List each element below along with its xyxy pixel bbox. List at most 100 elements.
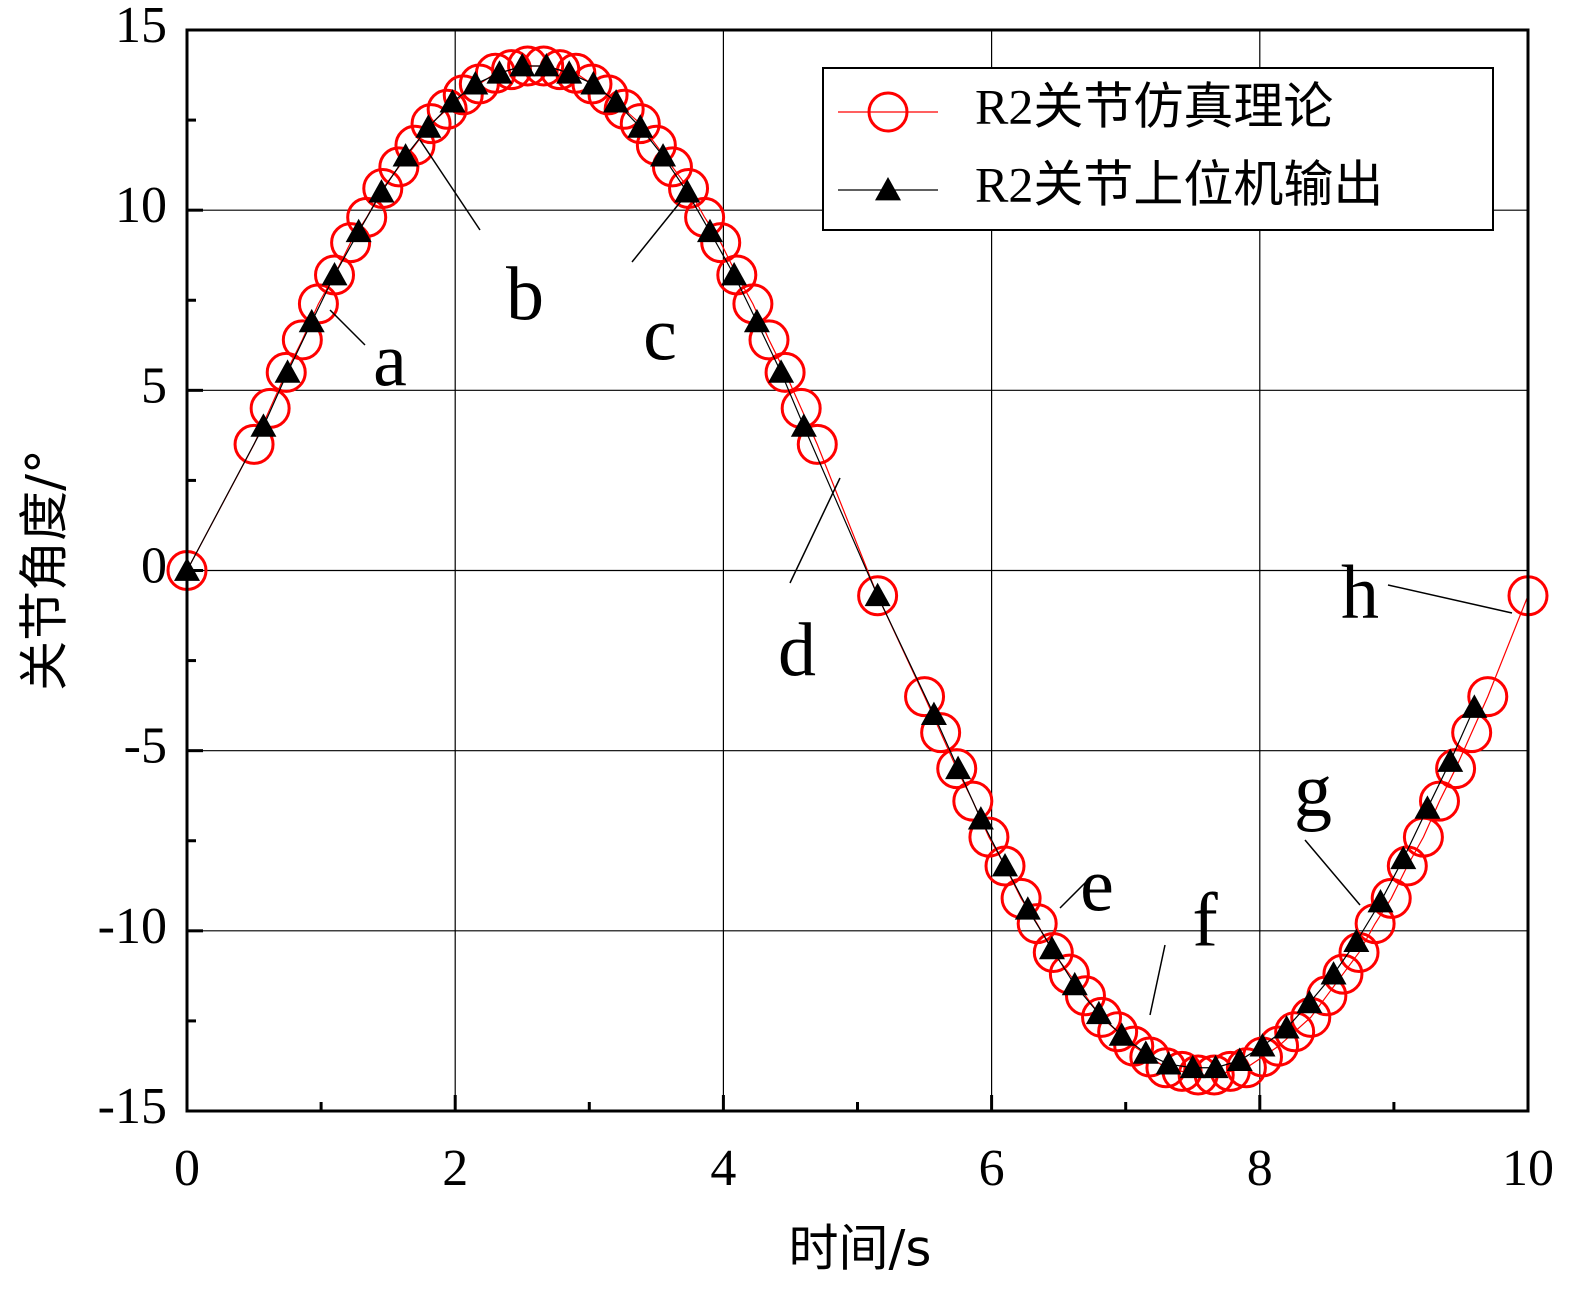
circle-marker (952, 780, 994, 822)
legend: R2关节仿真理论 R2关节上位机输出 (822, 67, 1494, 231)
triangle-marker (1061, 971, 1088, 996)
triangle-marker (1038, 935, 1065, 960)
legend-box (822, 67, 1494, 231)
circle-marker (1145, 1047, 1187, 1089)
circle-marker (796, 423, 838, 465)
triangle-marker (1226, 1047, 1253, 1071)
circle-marker (904, 676, 946, 718)
annotation: c (643, 292, 677, 376)
circle-marker (936, 748, 978, 790)
annotation: g (1294, 748, 1332, 832)
annotation-leader (1059, 877, 1091, 909)
circle-marker (700, 222, 742, 264)
annotation-leader (631, 189, 691, 263)
legend-label: R2关节上位机输出 (975, 156, 1383, 212)
triangle-marker (1202, 1054, 1229, 1079)
circle-marker (1032, 931, 1074, 973)
circle-marker (233, 423, 275, 465)
annotation-leader (1304, 839, 1361, 906)
circle-marker (1274, 1011, 1316, 1053)
annotation: d (778, 608, 816, 692)
y-tick-label: 5 (141, 357, 167, 414)
triangle-marker (1014, 896, 1041, 920)
triangle-marker (768, 359, 795, 383)
triangle-marker (1461, 694, 1488, 718)
triangle-marker (486, 60, 513, 84)
triangle-marker (274, 359, 301, 383)
triangle-marker (368, 179, 395, 203)
x-tick-label: 6 (979, 1140, 1005, 1197)
circle-marker (265, 351, 307, 393)
triangle-marker (945, 755, 972, 780)
y-tick-label: -5 (124, 718, 167, 775)
annotation: h (1341, 550, 1379, 634)
triangle-marker (321, 262, 348, 286)
circle-marker (1467, 676, 1509, 718)
annotation-leader (789, 477, 841, 584)
y-tick-label: 15 (115, 0, 167, 54)
circle-marker (1081, 996, 1123, 1038)
circle-marker (857, 575, 899, 617)
triangle-marker (920, 701, 947, 726)
legend-marker (875, 177, 901, 201)
x-tick-label: 8 (1247, 1140, 1273, 1197)
circle-marker (1322, 953, 1364, 995)
triangle-marker (1390, 845, 1417, 870)
triangle-marker (1320, 961, 1347, 985)
circle-marker (748, 319, 790, 361)
triangle-marker (415, 114, 442, 138)
triangle-marker (345, 218, 372, 243)
triangle-marker (1367, 889, 1394, 913)
circle-marker (619, 103, 661, 145)
circle-marker (1064, 975, 1106, 1017)
triangle-marker (1437, 748, 1464, 772)
triangle-marker (580, 71, 607, 95)
circle-marker (330, 222, 372, 264)
triangle-marker (1155, 1051, 1182, 1075)
triangle-marker (250, 413, 277, 437)
triangle-marker (627, 114, 654, 138)
circle-marker (587, 74, 629, 116)
circle-marker (410, 103, 452, 145)
triangle-marker (1108, 1022, 1135, 1046)
x-tick-label: 4 (710, 1140, 736, 1197)
triangle-marker (721, 262, 748, 286)
triangle-marker (1296, 989, 1323, 1014)
annotation-leader (1149, 944, 1166, 1016)
triangle-marker (298, 308, 325, 333)
triangle-marker (439, 89, 466, 113)
plot-frame (185, 28, 1530, 1113)
circle-marker (314, 254, 356, 296)
triangle-marker (1132, 1040, 1159, 1064)
triangle-marker (462, 71, 489, 95)
y-tick-label: 10 (115, 177, 167, 234)
triangle-marker (1414, 795, 1441, 819)
triangle-marker (743, 308, 770, 333)
annotation: f (1192, 878, 1218, 962)
triangle-marker (674, 179, 701, 203)
triangle-marker (533, 53, 560, 77)
triangle-marker (696, 218, 723, 243)
circle-marker (920, 712, 962, 754)
triangle-marker (1249, 1033, 1276, 1057)
triangle-marker (509, 53, 536, 77)
circle-marker (378, 146, 420, 188)
x-tick-label: 0 (174, 1140, 200, 1197)
triangle-marker (992, 852, 1019, 877)
legend-marker (867, 91, 909, 133)
legend-label: R2关节仿真理论 (975, 78, 1333, 134)
triangle-marker (556, 60, 583, 84)
annotation-leader (329, 309, 366, 346)
x-tick-label: 2 (442, 1140, 468, 1197)
triangle-marker (967, 806, 994, 830)
circle-marker (764, 351, 806, 393)
circle-marker (651, 146, 693, 188)
circle-marker (1418, 780, 1460, 822)
circle-marker (984, 845, 1026, 887)
annotation-leader (1387, 584, 1513, 614)
x-axis-title: 时间/s (789, 1220, 932, 1278)
triangle-marker (392, 143, 419, 167)
triangle-marker (1273, 1015, 1300, 1039)
